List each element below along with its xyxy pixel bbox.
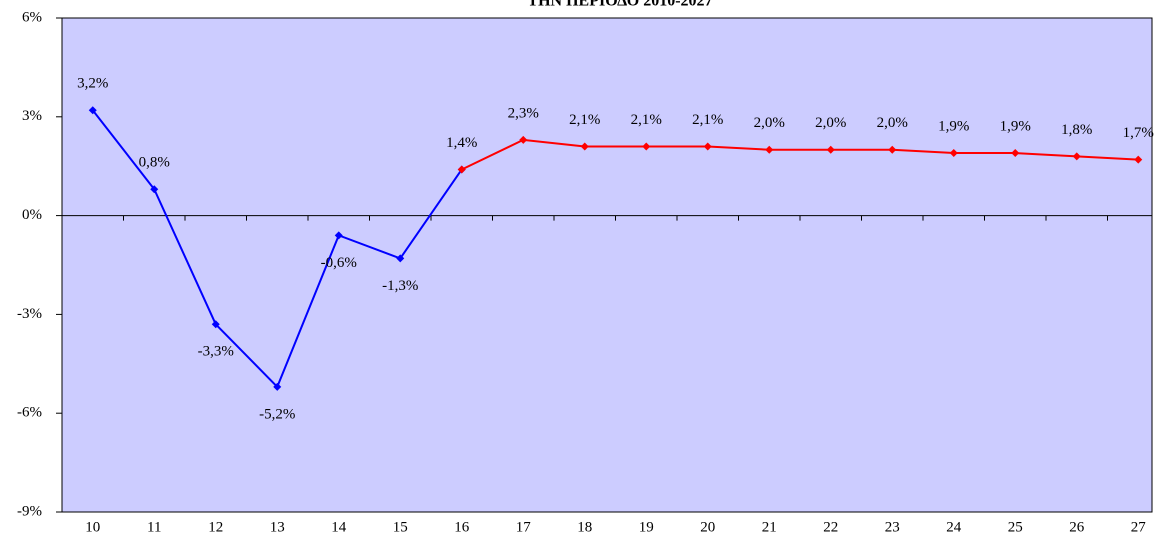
point-marker bbox=[457, 165, 466, 174]
point-marker bbox=[888, 145, 897, 154]
data-label: 1,8% bbox=[1061, 122, 1092, 138]
data-label: 2,3% bbox=[508, 105, 539, 121]
x-tick-label: 20 bbox=[700, 519, 715, 535]
data-label: 1,9% bbox=[938, 118, 969, 134]
data-label: -1,3% bbox=[382, 278, 418, 294]
y-tick-label: 0% bbox=[22, 207, 42, 223]
point-marker bbox=[949, 149, 958, 158]
x-tick-label: 19 bbox=[639, 519, 654, 535]
x-tick-label: 16 bbox=[454, 519, 470, 535]
point-marker bbox=[580, 142, 589, 151]
point-marker bbox=[1011, 149, 1020, 158]
y-tick-label: -3% bbox=[17, 306, 42, 322]
x-tick-label: 27 bbox=[1131, 519, 1147, 535]
x-tick-label: 14 bbox=[331, 519, 347, 535]
data-label: 2,0% bbox=[754, 115, 785, 131]
data-label: 1,9% bbox=[1000, 118, 1031, 134]
y-tick-label: -6% bbox=[17, 405, 42, 421]
x-tick-label: 25 bbox=[1008, 519, 1023, 535]
point-marker bbox=[334, 231, 343, 240]
data-label: 1,7% bbox=[1123, 125, 1154, 141]
point-marker bbox=[150, 185, 159, 194]
point-marker bbox=[826, 145, 835, 154]
data-label: 2,1% bbox=[569, 112, 600, 128]
point-marker bbox=[1134, 155, 1143, 164]
y-tick-label: 6% bbox=[22, 9, 42, 25]
y-tick-label: 3% bbox=[22, 108, 42, 124]
x-tick-label: 12 bbox=[208, 519, 223, 535]
data-label: 2,0% bbox=[877, 115, 908, 131]
x-tick-label: 15 bbox=[393, 519, 408, 535]
x-tick-label: 18 bbox=[577, 519, 592, 535]
x-tick-label: 17 bbox=[516, 519, 532, 535]
x-tick-label: 13 bbox=[270, 519, 285, 535]
point-marker bbox=[211, 320, 220, 329]
data-label: -0,6% bbox=[321, 255, 357, 271]
x-tick-label: 22 bbox=[823, 519, 838, 535]
data-label: 1,4% bbox=[446, 135, 477, 151]
point-marker bbox=[1072, 152, 1081, 161]
point-marker bbox=[88, 106, 97, 115]
data-label: -5,2% bbox=[259, 406, 295, 422]
chart-title: ΤΗΝ ΠΕΡΙΟΔΟ 2010-2027 bbox=[527, 0, 712, 10]
series-line bbox=[461, 138, 1139, 171]
data-label: 2,0% bbox=[815, 115, 846, 131]
x-tick-label: 10 bbox=[85, 519, 100, 535]
point-marker bbox=[642, 142, 651, 151]
point-marker bbox=[396, 254, 405, 263]
data-label: -3,3% bbox=[198, 344, 234, 360]
point-marker bbox=[519, 135, 528, 144]
x-tick-label: 11 bbox=[147, 519, 161, 535]
point-marker bbox=[273, 382, 282, 391]
data-label: 2,1% bbox=[692, 112, 723, 128]
x-tick-label: 23 bbox=[885, 519, 900, 535]
data-label: 0,8% bbox=[139, 155, 170, 171]
data-label: 3,2% bbox=[77, 76, 108, 92]
x-tick-label: 26 bbox=[1069, 519, 1085, 535]
x-tick-label: 21 bbox=[762, 519, 777, 535]
y-tick-label: -9% bbox=[17, 503, 42, 519]
point-marker bbox=[703, 142, 712, 151]
plot-area bbox=[61, 17, 1153, 513]
x-tick-label: 24 bbox=[946, 519, 962, 535]
data-label: 2,1% bbox=[631, 112, 662, 128]
point-marker bbox=[765, 145, 774, 154]
